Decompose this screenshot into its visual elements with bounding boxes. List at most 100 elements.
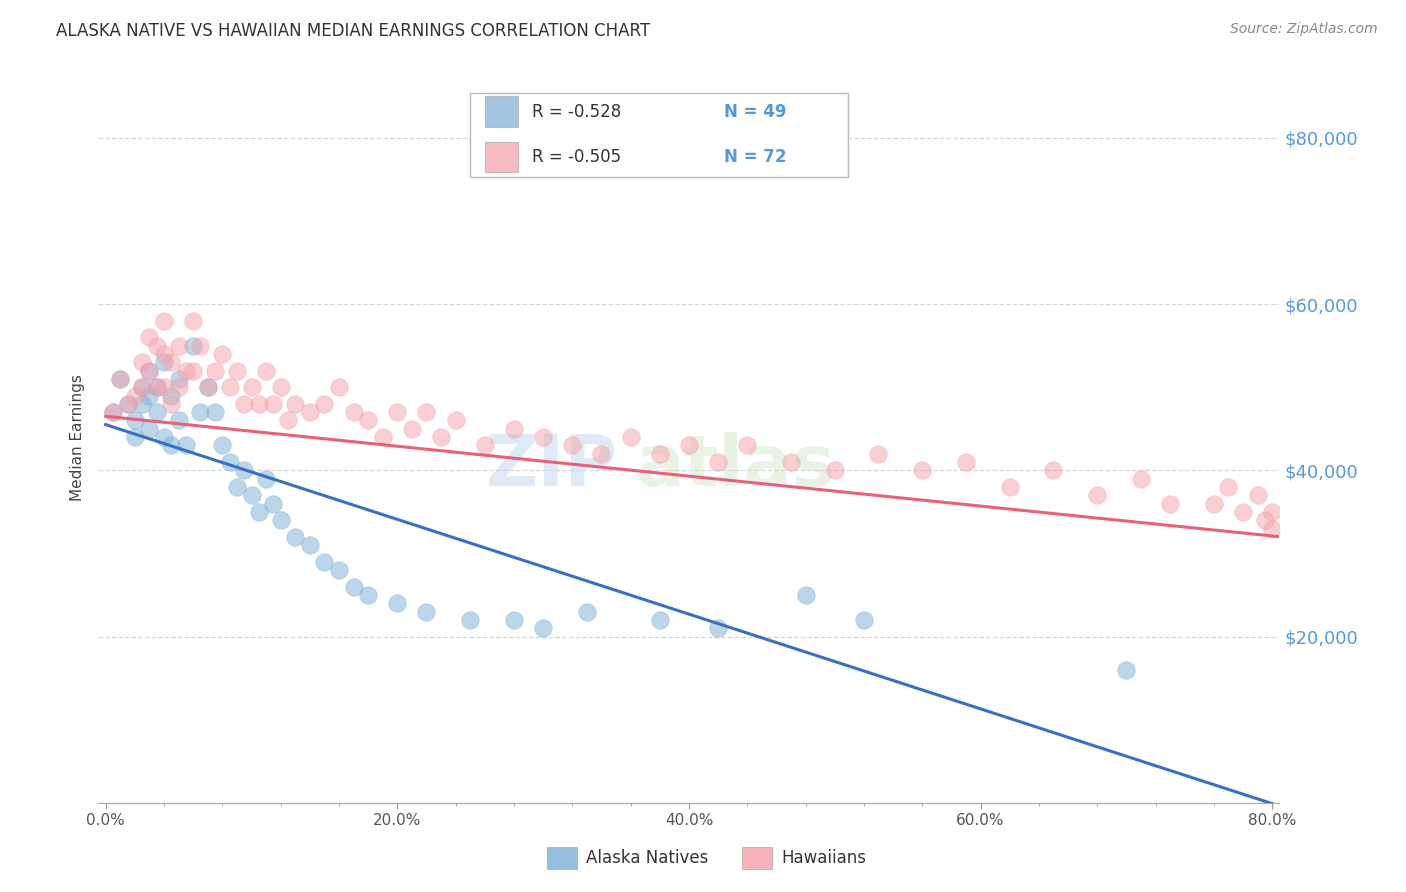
Point — [780, 455, 803, 469]
Point — [153, 355, 176, 369]
Point — [247, 505, 270, 519]
Point — [262, 497, 284, 511]
Point — [145, 380, 167, 394]
Point — [678, 438, 700, 452]
Point — [181, 314, 204, 328]
Point — [167, 338, 190, 352]
Point — [955, 455, 977, 469]
Point — [138, 330, 160, 344]
Point — [357, 588, 380, 602]
Point — [124, 430, 146, 444]
Point — [824, 463, 846, 477]
Point — [117, 397, 139, 411]
Point — [1218, 480, 1240, 494]
Point — [131, 380, 153, 394]
Point — [131, 397, 153, 411]
Point — [247, 397, 270, 411]
Point — [284, 397, 307, 411]
Point — [342, 580, 364, 594]
Point — [591, 447, 613, 461]
Point — [1202, 497, 1225, 511]
Point — [240, 380, 263, 394]
Point — [233, 463, 256, 477]
Point — [270, 380, 292, 394]
Point — [868, 447, 890, 461]
Point — [415, 405, 437, 419]
Point — [167, 372, 190, 386]
Point — [117, 397, 139, 411]
Point — [226, 480, 249, 494]
Point — [794, 588, 817, 602]
Point — [284, 530, 307, 544]
Point — [153, 347, 176, 361]
Text: R = -0.528: R = -0.528 — [531, 103, 621, 120]
Point — [575, 605, 598, 619]
Point — [174, 438, 197, 452]
Point — [138, 388, 160, 402]
Point — [160, 355, 183, 369]
Point — [197, 380, 219, 394]
Point — [204, 405, 226, 419]
Point — [160, 388, 183, 402]
Point — [852, 613, 875, 627]
Point — [181, 338, 204, 352]
FancyBboxPatch shape — [471, 94, 848, 178]
Point — [531, 621, 554, 635]
Point — [1115, 663, 1137, 677]
Point — [131, 355, 153, 369]
Point — [138, 363, 160, 377]
Point — [101, 405, 124, 419]
Point — [153, 430, 176, 444]
Point — [226, 363, 249, 377]
Text: R = -0.505: R = -0.505 — [531, 148, 621, 166]
Point — [211, 438, 233, 452]
Point — [1232, 505, 1254, 519]
Point — [387, 405, 409, 419]
Text: Source: ZipAtlas.com: Source: ZipAtlas.com — [1230, 22, 1378, 37]
Point — [328, 563, 350, 577]
Text: Alaska Natives: Alaska Natives — [586, 848, 709, 867]
Point — [735, 438, 758, 452]
Point — [240, 488, 263, 502]
Point — [531, 430, 554, 444]
Point — [911, 463, 934, 477]
Point — [342, 405, 364, 419]
Point — [998, 480, 1021, 494]
Point — [458, 613, 481, 627]
Point — [620, 430, 643, 444]
Point — [197, 380, 219, 394]
FancyBboxPatch shape — [485, 142, 517, 172]
Point — [1085, 488, 1108, 502]
Point — [503, 613, 526, 627]
Point — [145, 405, 167, 419]
Point — [218, 455, 240, 469]
Point — [1254, 513, 1277, 527]
Point — [444, 413, 467, 427]
Point — [1042, 463, 1064, 477]
Point — [1246, 488, 1268, 502]
Point — [138, 422, 160, 436]
Point — [415, 605, 437, 619]
Point — [474, 438, 496, 452]
Text: ZIP: ZIP — [486, 432, 619, 500]
Point — [131, 380, 153, 394]
Point — [124, 413, 146, 427]
Point — [101, 405, 124, 419]
Point — [254, 363, 277, 377]
Point — [167, 413, 190, 427]
Point — [648, 447, 671, 461]
Point — [648, 613, 671, 627]
Point — [298, 405, 321, 419]
Text: atlas: atlas — [636, 432, 835, 500]
Text: N = 72: N = 72 — [724, 148, 787, 166]
Point — [138, 363, 160, 377]
Point — [153, 380, 176, 394]
Point — [153, 314, 176, 328]
Point — [181, 363, 204, 377]
Point — [371, 430, 394, 444]
Point — [1261, 521, 1284, 535]
Point — [167, 380, 190, 394]
Text: ALASKA NATIVE VS HAWAIIAN MEDIAN EARNINGS CORRELATION CHART: ALASKA NATIVE VS HAWAIIAN MEDIAN EARNING… — [56, 22, 651, 40]
Point — [160, 397, 183, 411]
Point — [1261, 505, 1284, 519]
